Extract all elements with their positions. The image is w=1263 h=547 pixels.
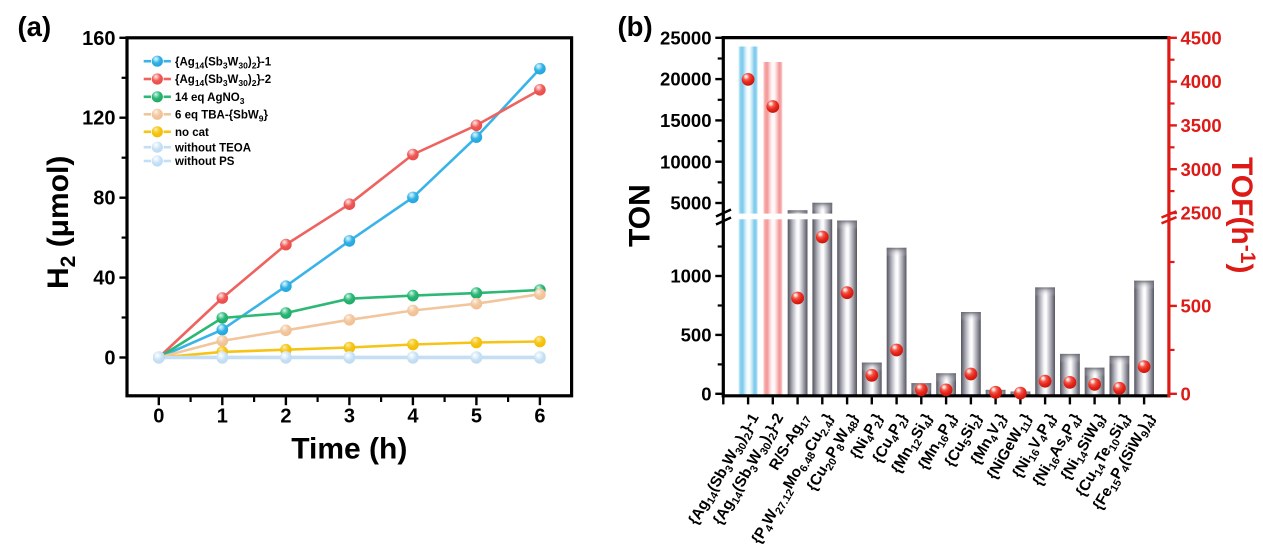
svg-text:20000: 20000: [660, 69, 711, 90]
svg-text:4500: 4500: [1181, 27, 1222, 48]
svg-text:40: 40: [93, 268, 115, 290]
svg-text:without TEOA: without TEOA: [174, 142, 251, 154]
svg-text:0: 0: [701, 383, 711, 404]
svg-text:1000: 1000: [670, 266, 711, 287]
svg-text:Time (h): Time (h): [291, 433, 407, 466]
svg-text:14 eq AgNO3: 14 eq AgNO3: [175, 92, 245, 106]
svg-text:3: 3: [344, 406, 355, 428]
svg-text:6 eq TBA-{SbW9}: 6 eq TBA-{SbW9}: [175, 110, 268, 124]
svg-text:H2 (μmol): H2 (μmol): [42, 156, 80, 289]
svg-text:10000: 10000: [660, 151, 711, 172]
svg-text:{Ag14(Sb3W30)2}-2: {Ag14(Sb3W30)2}-2: [175, 74, 271, 88]
svg-text:2500: 2500: [1181, 203, 1222, 224]
svg-text:500: 500: [681, 325, 712, 346]
svg-text:4000: 4000: [1181, 71, 1222, 92]
svg-text:6: 6: [534, 406, 545, 428]
svg-text:80: 80: [93, 188, 115, 210]
svg-text:120: 120: [82, 108, 115, 130]
svg-text:5: 5: [471, 406, 482, 428]
svg-text:3000: 3000: [1181, 159, 1222, 180]
svg-text:5000: 5000: [670, 193, 711, 214]
svg-text:(b): (b): [618, 11, 653, 42]
svg-text:0: 0: [1181, 383, 1191, 404]
svg-text:no cat: no cat: [175, 127, 209, 139]
svg-text:160: 160: [82, 28, 115, 50]
svg-text:without PS: without PS: [174, 156, 235, 168]
svg-text:3500: 3500: [1181, 115, 1222, 136]
svg-text:{Ag14(Sb3W30)2}-1: {Ag14(Sb3W30)2}-1: [175, 56, 272, 70]
svg-text:25000: 25000: [660, 27, 711, 48]
svg-text:15000: 15000: [660, 110, 711, 131]
svg-text:TON: TON: [624, 184, 657, 247]
svg-text:500: 500: [1181, 296, 1212, 317]
svg-text:4: 4: [407, 406, 419, 428]
svg-text:(a): (a): [18, 11, 52, 42]
svg-text:2: 2: [280, 406, 291, 428]
svg-text:0: 0: [153, 406, 164, 428]
svg-text:0: 0: [104, 348, 115, 370]
svg-text:1: 1: [217, 406, 228, 428]
